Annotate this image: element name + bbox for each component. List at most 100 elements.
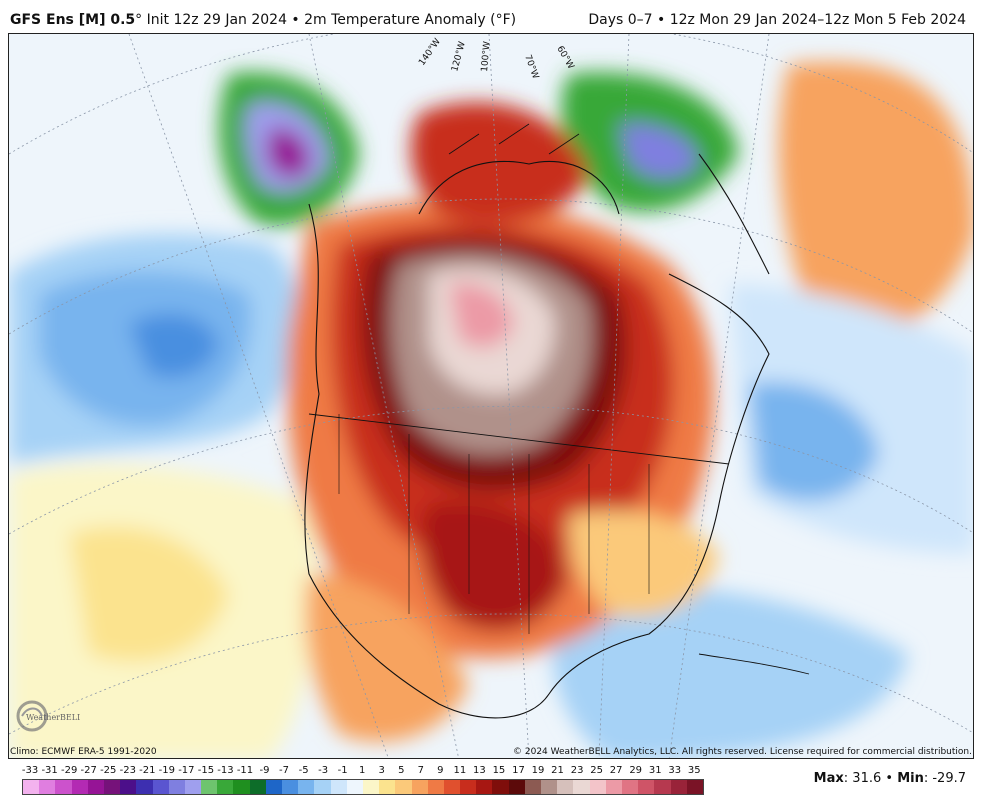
scale-tick-label: -23 (119, 765, 136, 776)
map-title: GFS Ens [M] 0.5° Init 12z 29 Jan 2024 • … (10, 12, 516, 28)
scale-tick-label: -9 (259, 765, 270, 776)
scale-tick-label: 9 (437, 765, 444, 776)
degree-mark: ° (135, 12, 143, 28)
scale-swatch (476, 780, 493, 794)
scale-tick-label: 35 (687, 765, 701, 776)
scale-swatch (71, 780, 88, 794)
logo-text: WeatherBELL (26, 713, 80, 722)
init-label: Init 12z 29 Jan 2024 • 2m Temperature An… (142, 12, 517, 28)
scale-swatch (443, 780, 461, 794)
scale-swatch (654, 780, 671, 794)
scale-swatch (427, 780, 444, 794)
scale-swatch (136, 780, 153, 794)
scale-tick-label: 19 (531, 765, 545, 776)
anomaly-field (9, 61, 973, 758)
scale-tick-label: 13 (473, 765, 486, 776)
copyright-note: © 2024 WeatherBELL Analytics, LLC. All r… (513, 747, 972, 757)
scale-tick-label: -21 (139, 765, 156, 776)
scale-tick-label: 25 (590, 765, 603, 776)
scale-tick-label: -25 (100, 765, 117, 776)
scale-tick-label: 3 (378, 765, 385, 776)
scale-tick-label: 1 (359, 765, 366, 776)
scale-tick-label: 5 (398, 765, 405, 776)
scale-ticks: -33 -31 -29 -27 -25 -23 -21 -19 -17 -15 -13 -11 -9 -7… (14, 765, 704, 779)
scale-swatch (670, 780, 687, 794)
scale-tick-label: -11 (236, 765, 254, 776)
scale-swatch (541, 780, 558, 794)
scale-swatch (298, 780, 315, 794)
scale-tick-label: -17 (178, 765, 195, 776)
scale-swatch (460, 780, 477, 794)
scale-swatch (346, 780, 363, 794)
scale-tick-label: -13 (217, 765, 234, 776)
scale-swatch (589, 780, 606, 794)
scale-tick-label: -29 (60, 765, 78, 776)
scale-swatch (39, 780, 56, 794)
scale-swatch (201, 780, 218, 794)
scale-swatch (217, 780, 234, 794)
scale-tick-label: 11 (453, 765, 467, 776)
scale-swatch (55, 780, 72, 794)
scale-swatch (395, 780, 412, 794)
scale-tick-label: -19 (158, 765, 176, 776)
max-value: : 31.6 (843, 771, 882, 786)
scale-swatch (282, 780, 299, 794)
scale-tick-label: 23 (570, 765, 584, 776)
scale-tick-label: 33 (668, 765, 682, 776)
scale-swatch (605, 780, 622, 794)
map-canvas: 140°W 120°W 100°W 70°W 60°W (9, 34, 973, 758)
scale-swatch (233, 780, 250, 794)
scale-swatch (265, 780, 282, 794)
weatherbell-logo: WeatherBELL (14, 696, 83, 738)
valid-range: Days 0–7 • 12z Mon 29 Jan 2024–12z Mon 5… (588, 12, 966, 28)
graticule (9, 34, 973, 758)
scale-swatch (103, 780, 121, 794)
min-label: Min (897, 771, 924, 786)
scale-tick-label: 27 (609, 765, 623, 776)
scale-swatch (362, 780, 380, 794)
scale-tick-label: -27 (80, 765, 97, 776)
scale-tick-label: -5 (298, 765, 309, 776)
scale-swatch (524, 780, 541, 794)
scale-swatch (638, 780, 655, 794)
scale-tick-label: -3 (318, 765, 329, 776)
model-name: GFS Ens [M] 0.5 (10, 12, 136, 28)
climo-note: Climo: ECMWF ERA-5 1991-2020 (10, 747, 157, 757)
scale-swatch (492, 780, 509, 794)
scale-swatch (168, 780, 185, 794)
scale-swatch (23, 780, 40, 794)
scale-tick-label: 31 (648, 765, 662, 776)
anomaly-map: 140°W 120°W 100°W 70°W 60°W (8, 33, 974, 759)
coastlines (304, 123, 810, 719)
scale-swatch (573, 780, 590, 794)
scale-swatch (314, 780, 331, 794)
scale-tick-label: -31 (41, 765, 58, 776)
max-label: Max (813, 771, 844, 786)
scale-tick-label: -15 (197, 765, 215, 776)
scale-swatch (508, 780, 525, 794)
scale-swatch (411, 780, 428, 794)
scale-tick-label: 29 (629, 765, 643, 776)
lon-label-100w: 100°W (480, 41, 493, 72)
scale-swatch (249, 780, 266, 794)
max-min-readout: Max: 31.6 • Min: -29.7 (814, 771, 966, 786)
scale-swatch (379, 780, 396, 794)
scale-swatch (557, 780, 574, 794)
scale-swatch (120, 780, 137, 794)
scale-swatch (184, 780, 202, 794)
scale-tick-label: -1 (337, 765, 348, 776)
stat-separator: • (881, 771, 898, 786)
scale-tick-label: 21 (551, 765, 564, 776)
scale-tick-label: -7 (279, 765, 290, 776)
scale-tick-label: -33 (21, 765, 39, 776)
scale-tick-label: 17 (512, 765, 525, 776)
min-value: : -29.7 (923, 771, 966, 786)
scale-bar (22, 779, 704, 795)
scale-swatch (330, 780, 347, 794)
scale-swatch (87, 780, 104, 794)
color-scale: -33 -31 -29 -27 -25 -23 -21 -19 -17 -15 -13 -11 -9 -7… (14, 765, 704, 795)
scale-tick-label: 7 (417, 765, 424, 776)
scale-swatch (152, 780, 169, 794)
scale-swatch (686, 780, 703, 794)
scale-tick-label: 15 (492, 765, 506, 776)
